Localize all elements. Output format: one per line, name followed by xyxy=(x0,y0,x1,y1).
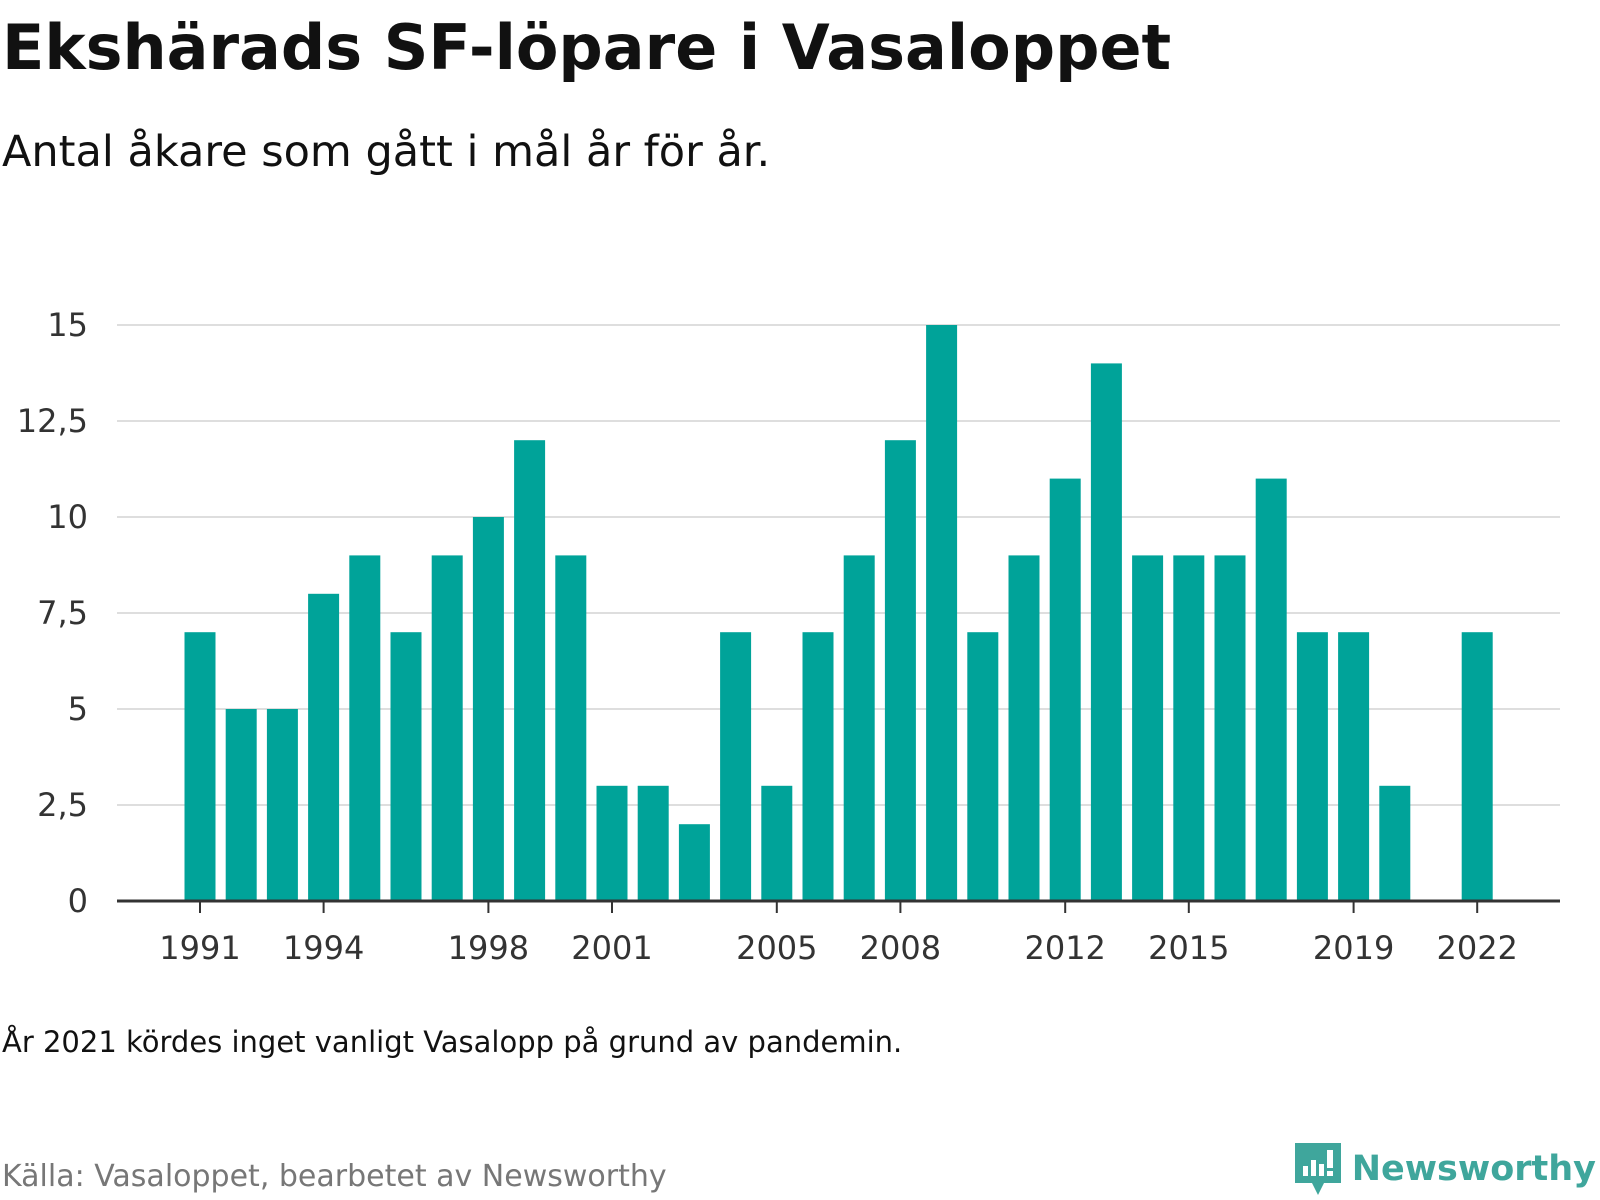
y-tick-label: 7,5 xyxy=(37,594,88,632)
bar-2006 xyxy=(802,632,834,901)
x-tick-label: 2015 xyxy=(1148,929,1229,967)
bar-2010 xyxy=(967,632,999,901)
y-tick-label: 0 xyxy=(68,882,88,920)
bar-1998 xyxy=(472,517,504,901)
bar-2009 xyxy=(926,325,958,901)
bar-1999 xyxy=(514,440,546,901)
bar-2015 xyxy=(1173,555,1205,901)
bar-2011 xyxy=(1008,555,1040,901)
bar-2008 xyxy=(884,440,916,901)
bar-1993 xyxy=(266,709,298,901)
bar-2001 xyxy=(596,785,628,901)
newsworthy-logo-icon xyxy=(1294,1143,1341,1195)
source-text: Källa: Vasaloppet, bearbetet av Newswort… xyxy=(2,1159,667,1194)
bar-2005 xyxy=(761,785,793,901)
bar-2012 xyxy=(1049,478,1081,901)
x-tick-label: 1994 xyxy=(283,929,364,967)
chart-title: Ekshärads SF-löpare i Vasaloppet xyxy=(2,11,1172,84)
y-tick-label: 5 xyxy=(68,690,88,728)
bar-1997 xyxy=(431,555,463,901)
bar-1995 xyxy=(349,555,381,901)
bar-2003 xyxy=(678,824,710,901)
brand: Newsworthy xyxy=(1292,1140,1596,1198)
bar-2022 xyxy=(1461,632,1493,901)
y-tick-label: 10 xyxy=(47,498,88,536)
bar-2002 xyxy=(637,785,669,901)
y-tick-label: 15 xyxy=(47,306,88,344)
x-tick-label: 1991 xyxy=(159,929,240,967)
x-tick-label: 2019 xyxy=(1313,929,1394,967)
bar-2019 xyxy=(1338,632,1370,901)
x-tick-label: 2001 xyxy=(571,929,652,967)
y-tick-label: 12,5 xyxy=(17,402,88,440)
x-tick-label: 1998 xyxy=(448,929,529,967)
bar-2004 xyxy=(720,632,752,901)
x-tick-label: 2008 xyxy=(860,929,941,967)
bar-2000 xyxy=(555,555,587,901)
y-tick-labels: 0 2,5 5 7,5 10 12,5 15 xyxy=(17,306,88,920)
x-tick-label: 2022 xyxy=(1436,929,1517,967)
bar-1992 xyxy=(225,709,257,901)
x-axis xyxy=(117,899,1560,913)
x-tick-label: 2005 xyxy=(736,929,817,967)
bars xyxy=(184,325,1493,901)
bar-2016 xyxy=(1214,555,1246,901)
bar-2018 xyxy=(1296,632,1328,901)
bar-1994 xyxy=(308,593,340,901)
chart-subtitle: Antal åkare som gått i mål år för år. xyxy=(2,127,771,177)
bar-2007 xyxy=(843,555,875,901)
bar-2020 xyxy=(1379,785,1411,901)
chart-note: År 2021 kördes inget vanligt Vasalopp på… xyxy=(2,1025,903,1059)
bar-1996 xyxy=(390,632,422,901)
brand-name: Newsworthy xyxy=(1351,1149,1596,1189)
y-tick-label: 2,5 xyxy=(37,786,88,824)
x-tick-labels: 1991 1994 1998 2001 2005 2008 2012 2015 2019 2022 xyxy=(159,929,1518,967)
bar-2013 xyxy=(1090,363,1122,901)
bar-2014 xyxy=(1132,555,1164,901)
bar-chart: 0 2,5 5 7,5 10 12,5 15 1991 1994 1998 2001 2005 200… xyxy=(17,306,1560,967)
bar-1991 xyxy=(184,632,216,901)
bar-2017 xyxy=(1255,478,1287,901)
x-tick-label: 2012 xyxy=(1024,929,1105,967)
